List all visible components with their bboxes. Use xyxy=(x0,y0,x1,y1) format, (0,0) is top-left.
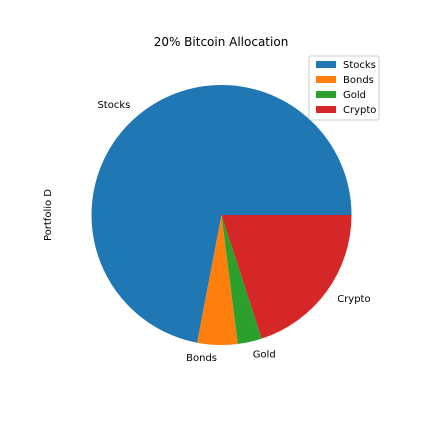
pie-slices xyxy=(91,84,352,345)
legend-frame xyxy=(308,55,380,121)
pie-slice-stocks xyxy=(91,84,352,343)
chart-title: 20% Bitcoin Allocation xyxy=(154,35,289,49)
pie-slice-labels: Stocks Bonds Gold Crypto xyxy=(97,100,370,364)
legend-label-crypto: Crypto xyxy=(343,105,376,116)
legend-swatch-stocks xyxy=(316,61,336,68)
legend-label-gold: Gold xyxy=(343,90,366,101)
y-axis-label: Portfolio D xyxy=(43,189,54,241)
legend: Stocks Bonds Gold Crypto xyxy=(308,55,380,121)
pie-slice-bonds xyxy=(197,215,238,345)
pie-slice-crypto xyxy=(221,215,352,339)
pie-label-crypto: Crypto xyxy=(337,294,370,305)
pie-label-stocks: Stocks xyxy=(97,100,130,111)
legend-label-stocks: Stocks xyxy=(343,60,376,71)
legend-swatch-gold xyxy=(316,91,336,98)
pie-slice-gold xyxy=(221,215,262,344)
pie-label-bonds: Bonds xyxy=(186,353,217,364)
legend-swatch-bonds xyxy=(316,76,336,83)
legend-swatch-crypto xyxy=(316,106,336,113)
legend-label-bonds: Bonds xyxy=(343,75,374,86)
pie-label-gold: Gold xyxy=(253,350,276,361)
